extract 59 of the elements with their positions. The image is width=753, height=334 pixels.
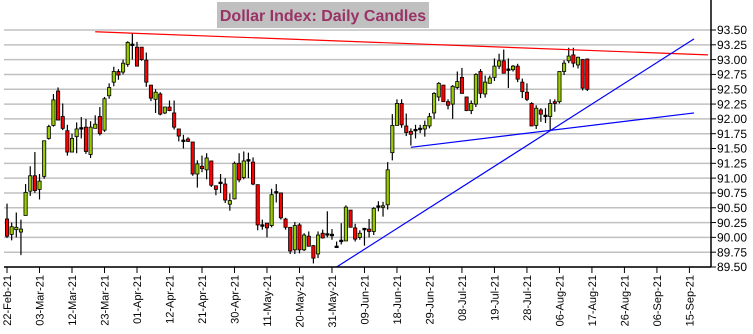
candlestick xyxy=(18,219,23,256)
y-tick-label: 93.25 xyxy=(717,38,748,52)
candlestick xyxy=(530,102,534,127)
y-tick-label: 93.00 xyxy=(717,52,748,67)
candlestick xyxy=(176,128,181,142)
y-tick-label: 91.50 xyxy=(717,142,748,156)
y-tick-label: 92.50 xyxy=(717,82,748,96)
x-tick-label: 31-May-21 xyxy=(326,275,339,328)
x-tick-label: 08-Jul-21 xyxy=(456,275,469,321)
x-tick-label: 12-Mar-21 xyxy=(67,275,80,326)
y-tick-label: 89.75 xyxy=(717,245,748,260)
candlestick xyxy=(144,52,148,88)
x-tick-label: 01-Apr-21 xyxy=(132,275,144,324)
candlestick xyxy=(172,100,176,130)
x-tick-label: 17-Aug-21 xyxy=(586,275,599,326)
candlestick xyxy=(134,41,140,67)
y-tick-label: 89.50 xyxy=(717,260,748,274)
candlestick xyxy=(427,112,432,129)
x-tick-label: 18-Jun-21 xyxy=(392,275,404,325)
candlestick xyxy=(37,173,42,200)
candlestick xyxy=(46,124,51,140)
x-tick-label: 26-Aug-21 xyxy=(619,275,632,326)
x-tick-label: 21-Apr-21 xyxy=(196,275,209,324)
x-tick-label: 30-Apr-21 xyxy=(229,275,242,324)
x-tick-label: 20-May-21 xyxy=(294,275,306,328)
x-tick-label: 09-Jun-21 xyxy=(359,275,372,325)
candlestick xyxy=(4,203,10,239)
x-tick-label: 23-Mar-21 xyxy=(100,275,112,326)
x-tick-label: 29-Jun-21 xyxy=(424,275,436,325)
y-tick-label: 90.75 xyxy=(717,186,748,200)
x-tick-label: 28-Jul-21 xyxy=(522,275,534,321)
chart-title: Dollar Index: Daily Candles xyxy=(220,8,426,25)
candlestick xyxy=(24,183,28,216)
y-tick-label: 92.75 xyxy=(717,68,748,82)
x-tick-label: 15-Sep-21 xyxy=(684,275,696,326)
x-tick-label: 22-Feb-21 xyxy=(2,275,14,326)
x-tick-label: 06-Sep-21 xyxy=(652,275,664,326)
x-tick-label: 03-Mar-21 xyxy=(34,275,47,326)
candlestick xyxy=(330,228,334,240)
y-tick-label: 90.25 xyxy=(717,216,748,230)
y-tick-label: 93.50 xyxy=(717,23,748,38)
y-tick-label: 91.75 xyxy=(717,126,748,141)
x-tick-label: 19-Jul-21 xyxy=(489,275,502,321)
x-tick-label: 06-Aug-21 xyxy=(554,275,566,326)
candlestick xyxy=(214,185,218,196)
y-tick-label: 91.00 xyxy=(717,171,748,186)
y-tick-label: 92.00 xyxy=(717,112,748,126)
x-tick-label: 11-May-21 xyxy=(262,275,274,327)
candlestick xyxy=(200,155,204,173)
y-tick-label: 90.00 xyxy=(717,230,748,245)
candlestick xyxy=(70,133,74,153)
x-tick-label: 12-Apr-21 xyxy=(164,275,176,324)
candlestick xyxy=(520,78,524,99)
y-tick-label: 92.25 xyxy=(717,97,748,112)
candlestick xyxy=(460,67,464,94)
candlestick xyxy=(107,82,112,100)
y-tick-label: 90.50 xyxy=(717,200,748,215)
y-tick-label: 91.25 xyxy=(717,156,748,171)
candlestick xyxy=(524,82,529,102)
